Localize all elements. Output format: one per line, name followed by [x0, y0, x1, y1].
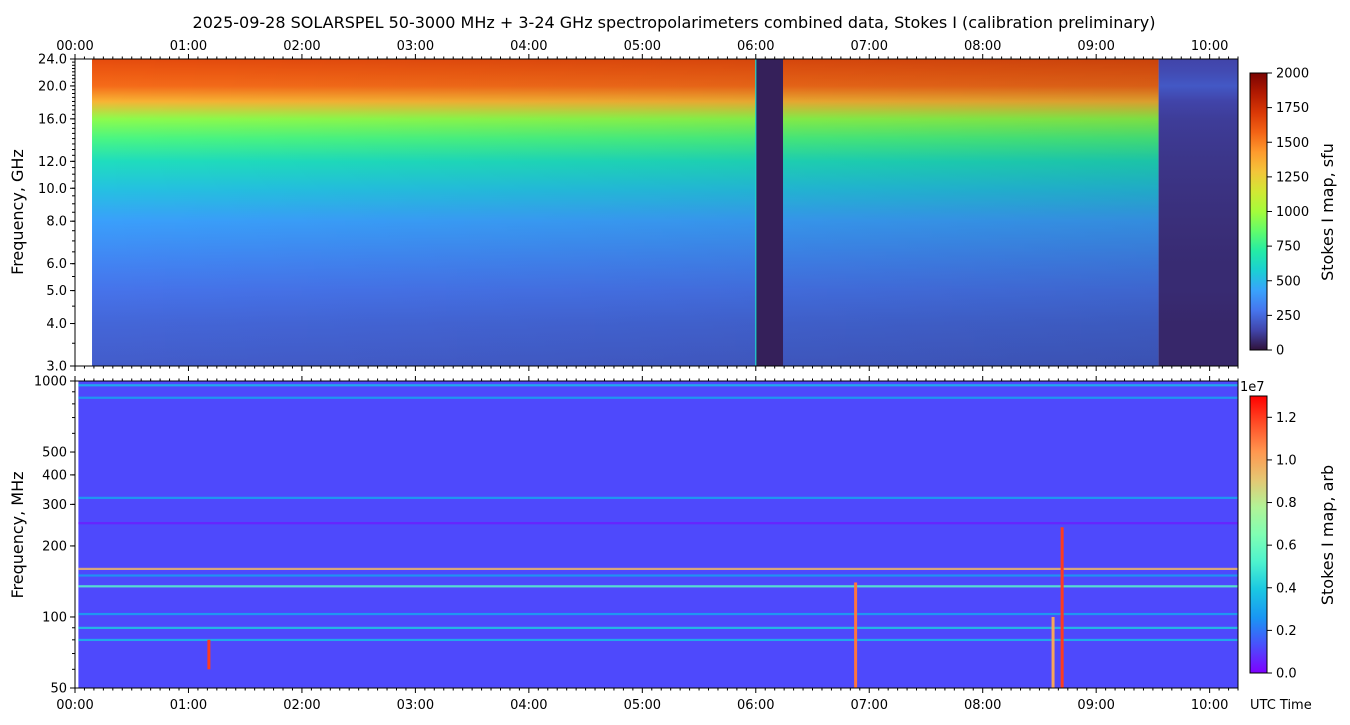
colorbar-tick-label: 1000 [1276, 205, 1309, 220]
y-tick-label: 6.0 [46, 257, 67, 272]
ghz-colorbar: 0 250 500 750 1000 1250 1500 1750 2000 Stokes I … [1249, 67, 1337, 359]
mhz-burst [1060, 527, 1064, 688]
mhz-panel-frame [74, 380, 1239, 689]
x-tick-label: 09:00 [1077, 698, 1114, 713]
mhz-panel-ylabel: Frequency, MHz [8, 471, 27, 598]
ghz-data-gap [755, 59, 784, 366]
x-tick-label: 00:00 [56, 39, 93, 54]
y-tick-label: 300 [42, 498, 67, 513]
mhz-burst [854, 582, 858, 688]
x-tick-label: 01:00 [170, 698, 207, 713]
ghz-low-signal-region [1158, 59, 1238, 366]
x-tick-label: 03:00 [397, 698, 434, 713]
x-tick-label: 00:00 [56, 698, 93, 713]
ghz-heatmap [92, 59, 1238, 366]
time-axis-label: UTC Time [1250, 698, 1312, 713]
ghz-panel-y-ticks: 3.0 4.0 5.0 6.0 8.0 10.0 12.0 16.0 20.0 24.0 [38, 53, 75, 375]
mhz-interference-band [78, 638, 1238, 642]
y-tick-label: 1000 [34, 375, 67, 390]
y-tick-label: 5.0 [46, 284, 67, 299]
y-tick-label: 100 [42, 610, 67, 625]
x-tick-label: 10:00 [1191, 698, 1228, 713]
x-tick-label: 05:00 [624, 39, 661, 54]
ghz-signal-trend [92, 59, 1159, 366]
mhz-colorbar-ticks: 0.0 0.2 0.4 0.6 0.8 1.0 1.2 [1267, 411, 1297, 682]
x-tick-label: 08:00 [964, 39, 1001, 54]
mhz-panel: 00:00 01:00 02:00 03:00 04:00 05:00 06:00 07:00… [8, 375, 1239, 713]
x-tick-label: 07:00 [851, 698, 888, 713]
colorbar-tick-label: 0.8 [1276, 496, 1297, 511]
colorbar-tick-label: 0 [1276, 344, 1284, 359]
mhz-heatmap [78, 381, 1238, 688]
colorbar-tick-label: 250 [1276, 309, 1301, 324]
x-tick-label: 04:00 [510, 39, 547, 54]
mhz-colorbar-gradient [1249, 395, 1268, 674]
ghz-colorbar-ticks: 0 250 500 750 1000 1250 1500 1750 2000 [1267, 67, 1309, 359]
ghz-panel-x-ticks: 00:00 01:00 02:00 03:00 04:00 05:00 06:00 07:00… [56, 39, 1239, 371]
colorbar-tick-label: 0.6 [1276, 539, 1297, 554]
ghz-colorbar-gradient [1249, 72, 1268, 351]
mhz-colorbar-exponent: 1e7 [1240, 380, 1265, 395]
colorbar-tick-label: 1.0 [1276, 453, 1297, 468]
x-tick-label: 03:00 [397, 39, 434, 54]
mhz-colorbar-label: Stokes I map, arb [1318, 465, 1337, 605]
mhz-panel-y-ticks: 50 100 200 300 400 500 1000 [34, 375, 75, 697]
y-tick-label: 400 [42, 468, 67, 483]
mhz-interference-band [78, 612, 1238, 616]
mhz-background [78, 381, 1238, 688]
figure-title: 2025-09-28 SOLARSPEL 50-3000 MHz + 3-24 … [193, 13, 1156, 32]
x-tick-label: 02:00 [283, 39, 320, 54]
x-tick-label: 09:00 [1077, 39, 1114, 54]
mhz-interference-band [78, 496, 1238, 499]
y-tick-label: 20.0 [38, 79, 67, 94]
colorbar-tick-label: 2000 [1276, 67, 1309, 82]
x-tick-label: 06:00 [737, 698, 774, 713]
mhz-interference-band [78, 396, 1238, 399]
x-tick-label: 02:00 [283, 698, 320, 713]
x-tick-label: 04:00 [510, 698, 547, 713]
colorbar-tick-label: 750 [1276, 240, 1301, 255]
mhz-interference-band [78, 384, 1238, 387]
x-tick-label: 08:00 [964, 698, 1001, 713]
y-tick-label: 3.0 [46, 360, 67, 375]
colorbar-tick-label: 1.2 [1276, 411, 1297, 426]
y-tick-label: 4.0 [46, 317, 67, 332]
ghz-panel: 00:00 01:00 02:00 03:00 04:00 05:00 06:00 07:00… [8, 39, 1239, 375]
mhz-panel-x-ticks: 00:00 01:00 02:00 03:00 04:00 05:00 06:00 07:00… [56, 376, 1239, 713]
mhz-interference-band [78, 522, 1238, 525]
y-tick-label: 8.0 [46, 215, 67, 230]
x-tick-label: 06:00 [737, 39, 774, 54]
y-tick-label: 12.0 [38, 155, 67, 170]
x-tick-label: 10:00 [1191, 39, 1228, 54]
y-tick-label: 10.0 [38, 182, 67, 197]
mhz-burst [1051, 616, 1055, 688]
colorbar-tick-label: 0.2 [1276, 624, 1297, 639]
x-tick-label: 05:00 [624, 698, 661, 713]
y-tick-label: 24.0 [38, 53, 67, 68]
mhz-burst [207, 639, 211, 670]
ghz-panel-ylabel: Frequency, GHz [8, 149, 27, 275]
y-tick-label: 16.0 [38, 112, 67, 127]
mhz-interference-band [78, 585, 1238, 588]
mhz-interference-band [78, 574, 1238, 577]
x-tick-label: 01:00 [170, 39, 207, 54]
y-tick-label: 50 [50, 682, 67, 697]
ghz-colorbar-label: Stokes I map, sfu [1318, 143, 1337, 281]
colorbar-tick-label: 500 [1276, 274, 1301, 289]
mhz-colorbar: 0.0 0.2 0.4 0.6 0.8 1.0 1.2 1e7 Stokes I map, … [1240, 380, 1337, 682]
colorbar-tick-label: 1250 [1276, 170, 1309, 185]
colorbar-tick-label: 0.0 [1276, 667, 1297, 682]
mhz-interference-band [78, 626, 1238, 629]
y-tick-label: 500 [42, 446, 67, 461]
mhz-interference-band [78, 567, 1238, 571]
colorbar-tick-label: 1750 [1276, 101, 1309, 116]
x-tick-label: 07:00 [851, 39, 888, 54]
colorbar-tick-label: 0.4 [1276, 581, 1297, 596]
colorbar-tick-label: 1500 [1276, 136, 1309, 151]
y-tick-label: 200 [42, 539, 67, 554]
